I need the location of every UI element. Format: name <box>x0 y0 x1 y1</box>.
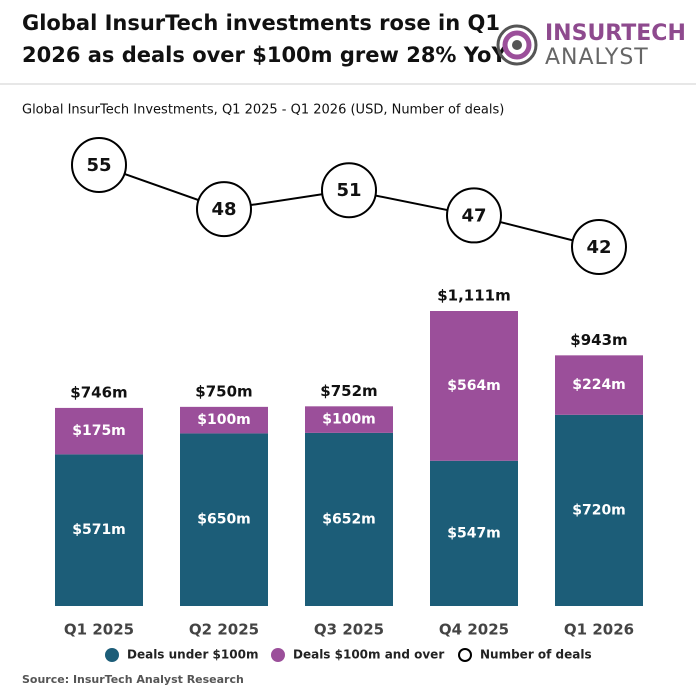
bar-segment <box>430 460 518 606</box>
deal-marker <box>321 162 377 219</box>
deal-label: 55 <box>86 155 111 176</box>
bar-segment <box>180 406 268 434</box>
legend-swatch <box>271 648 285 662</box>
bar-segment <box>180 433 268 606</box>
total-label: $1,111m <box>437 287 511 305</box>
chart-subtitle: Global InsurTech Investments, Q1 2025 - … <box>22 103 504 118</box>
deal-marker <box>446 187 502 244</box>
value-label: $547m <box>447 525 501 541</box>
bar-segment <box>55 407 143 455</box>
x-tick-label: Q3 2025 <box>314 621 384 639</box>
bar-segment <box>555 355 643 415</box>
value-label: $652m <box>322 511 376 527</box>
bar-segment <box>55 454 143 606</box>
x-tick-label: Q2 2025 <box>189 621 259 639</box>
source: Source: InsurTech Analyst Research <box>22 673 244 686</box>
legend-label: Deals $100m and over <box>293 648 444 662</box>
x-tick-label: Q1 2026 <box>564 621 634 639</box>
logo-text: INSURTECH <box>545 21 686 46</box>
legend-swatch <box>458 648 472 662</box>
bar-segment <box>305 406 393 433</box>
value-label: $650m <box>197 512 251 528</box>
deal-marker <box>196 181 252 238</box>
total-label: $750m <box>195 382 252 400</box>
logo-text: ANALYST <box>545 45 649 70</box>
logo-icon <box>496 24 538 66</box>
deal-label: 47 <box>461 205 486 226</box>
deal-label: 42 <box>586 237 611 258</box>
value-label: $720m <box>572 502 626 518</box>
deal-marker <box>571 218 627 275</box>
deal-label: 48 <box>211 199 236 220</box>
deal-label: 51 <box>336 180 361 201</box>
bar-segment <box>430 311 518 461</box>
total-label: $943m <box>570 331 627 349</box>
legend-label: Number of deals <box>480 648 592 662</box>
value-label: $571m <box>72 522 126 538</box>
bar-segment <box>555 414 643 606</box>
x-tick-label: Q4 2025 <box>439 621 509 639</box>
value-label: $100m <box>322 412 376 428</box>
bar-segment <box>305 432 393 606</box>
chart-title: Global InsurTech investments rose in Q1 <box>22 11 500 35</box>
legend-label: Deals under $100m <box>127 648 258 662</box>
value-label: $564m <box>447 378 501 394</box>
value-label: $224m <box>572 377 626 393</box>
x-tick-label: Q1 2025 <box>64 621 134 639</box>
value-label: $100m <box>197 412 251 428</box>
chart-title: 2026 as deals over $100m grew 28% YoY <box>22 43 507 67</box>
deal-marker <box>71 136 127 193</box>
total-label: $752m <box>320 382 377 400</box>
legend-swatch <box>105 648 119 662</box>
total-label: $746m <box>70 383 127 401</box>
value-label: $175m <box>72 423 126 439</box>
